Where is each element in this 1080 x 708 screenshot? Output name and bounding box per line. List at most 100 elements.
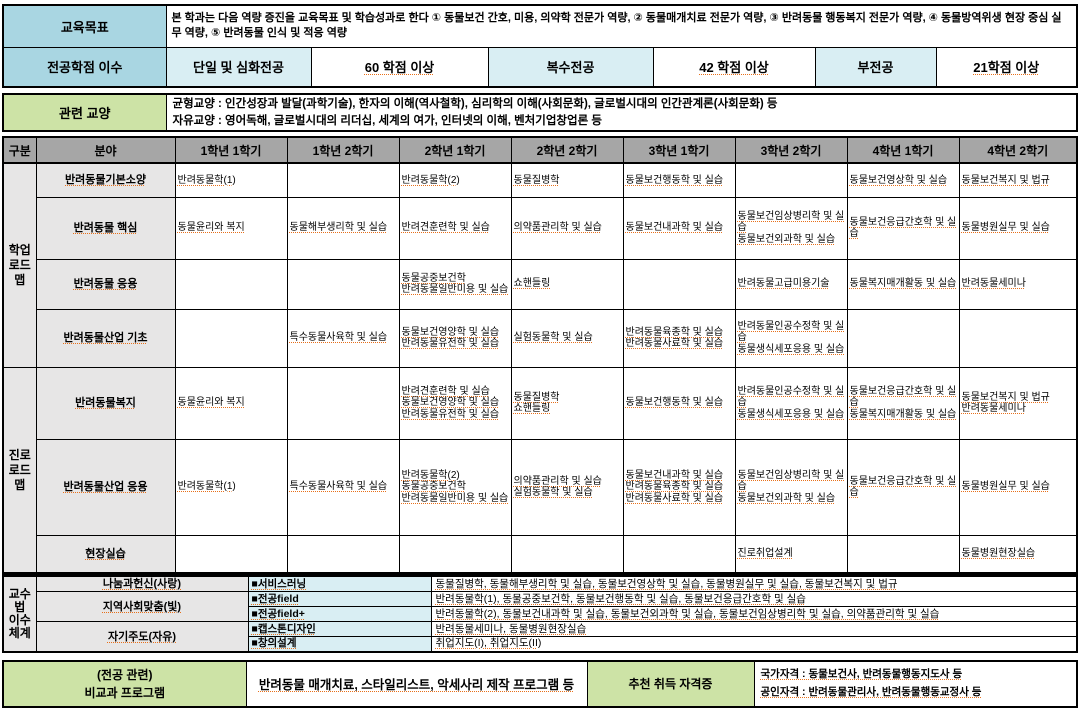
- course-cell: 실험동물학 및 실습: [510, 308, 624, 368]
- course-cell: [398, 534, 512, 574]
- course-cell: 특수동물사육학 및 실습: [286, 438, 400, 536]
- header-cell: 2학년 2학기: [510, 136, 624, 165]
- course-cell: 동물보건응급간호학 및 실습: [846, 196, 960, 260]
- course-cell: 동물해부생리학 및 실습: [286, 196, 400, 260]
- course: 동물질병학: [513, 391, 560, 403]
- course: 동물생식세포응용 및 실습: [737, 344, 845, 356]
- course-cell: 동물병원현장실습: [958, 534, 1078, 574]
- goals-credits-table: 교육목표 본 학과는 다음 역량 증진을 교육목표 및 학습성과로 한다 ① 동…: [2, 4, 1078, 88]
- pedagogy-row: 지역사회맞춤(빛) ■전공field 반려동물학(1), 동물공중보건학, 동물보건…: [3, 591, 1078, 623]
- course: 동물보건내과학 및 실습: [625, 222, 724, 234]
- pedagogy-row: ■전공field+ 반려동물학(2), 동물보건내과학 및 실습, 동물보건외과학…: [3, 606, 1078, 623]
- pedagogy-courses: 반려동물학(1), 동물공중보건학, 동물보건행동학 및 실습, 동물보건응급간…: [430, 591, 1078, 608]
- course: 동물보건임상병리학 및 실습: [737, 469, 845, 493]
- course-cell: 동물질병학: [510, 162, 624, 198]
- course: 동물보건복지 및 법규: [961, 391, 1050, 403]
- course-cell: 동물보건복지 및 법규 반려동물세미나: [958, 366, 1078, 440]
- area-label: 반려동물기본소양: [35, 162, 176, 198]
- course: 반려동물육종학 및 실습: [625, 481, 724, 493]
- course: 동물보건행동학 및 실습: [625, 397, 724, 409]
- course: 반려견훈련학 및 실습: [401, 385, 490, 397]
- course-cell: 반려견훈련학 및 실습 동물보건영양학 및 실습 반려동물유전학 및 실습: [398, 366, 512, 440]
- course-cell: [286, 534, 400, 574]
- area-label-text: 반려동물산업 기초: [63, 331, 148, 344]
- credit-type: 부전공: [814, 46, 937, 88]
- course-cell: 반려견훈련학 및 실습: [398, 196, 512, 260]
- course: 동물병원실무 및 실습: [961, 481, 1050, 493]
- pedagogy-category-text: 지역사회맞춤(빛): [102, 600, 182, 613]
- curriculum-table: 구분 분야 1학년 1학기 1학년 2학기 2학년 1학기 2학년 2학기 3학년 1학기 3…: [2, 136, 1078, 575]
- pedagogy-courses: 동물질병학, 동물해부생리학 및 실습, 동물보건영상학 및 실습, 동물병원실…: [430, 575, 1078, 593]
- pedagogy-track-text: ■캡스톤디자인: [251, 622, 316, 635]
- course: 동물병원실무 및 실습: [961, 222, 1050, 234]
- area-label: 반려동물복지: [35, 366, 176, 440]
- area-label-text: 반려동물복지: [75, 396, 136, 409]
- course-cell: [622, 534, 736, 574]
- credit-value-text: 21학점 이상: [973, 60, 1040, 76]
- pedagogy-category-label: 나눔과헌신(사랑): [35, 575, 249, 593]
- course-cell: 반려동물고급미용기술: [734, 258, 848, 310]
- course: 동물보건영양학 및 실습: [401, 397, 500, 409]
- header-cell: 4학년 2학기: [958, 136, 1078, 165]
- cert-text: 국가자격 : 동물보건사, 반려동물행동지도사 등 공인자격 : 반려동물관리사…: [753, 660, 1078, 708]
- area-label: 반려동물 응용: [35, 258, 176, 310]
- course-cell: 동물윤리와 복지: [174, 366, 288, 440]
- course: 동물보건내과학 및 실습: [625, 469, 724, 481]
- course-cell: [622, 258, 736, 310]
- course-cell: 동물보건내과학 및 실습: [622, 196, 736, 260]
- course-cell: 특수동물사육학 및 실습: [286, 308, 400, 368]
- course-cell: [174, 258, 288, 310]
- course: 반려동물일반미용 및 실습: [401, 284, 509, 296]
- course: 동물병원현장실습: [961, 548, 1036, 560]
- course-cell: 쇼핸들링: [510, 258, 624, 310]
- course-cell: [174, 534, 288, 574]
- pedagogy-track-label: ■전공field+: [247, 606, 432, 623]
- credit-value-text: 42 학점 이상: [699, 60, 769, 76]
- pedagogy-courses-text: 반려동물세미나, 동물병원현장실습: [435, 622, 587, 635]
- header-cell: 분야: [35, 136, 176, 165]
- group-label: 학업 로드맵: [2, 162, 37, 368]
- course-cell: [286, 258, 400, 310]
- course-cell: 동물보건영상학 및 실습: [846, 162, 960, 198]
- course-cell: 의약품관리학 및 실습: [510, 196, 624, 260]
- pedagogy-track-text: ■창의설계: [251, 637, 297, 650]
- credit-type: 복수전공: [487, 46, 654, 88]
- course: 반려동물세미나: [961, 403, 1026, 415]
- area-label-text: 반려동물기본소양: [65, 174, 146, 186]
- course: 반려동물학(1): [177, 481, 236, 493]
- extracurricular-table: (전공 관련) 비교과 프로그램 반려동물 매개치료, 스타일리스트, 악세사리…: [2, 659, 1078, 708]
- curriculum-row: 현장실습 진로취업설계 동물병원현장실습: [3, 534, 1078, 574]
- course-cell: 동물윤리와 복지: [174, 196, 288, 260]
- curriculum-row: 반려동물 핵심 동물윤리와 복지 동물해부생리학 및 실습 반려견훈련학 및 실습 의약…: [3, 196, 1078, 260]
- course-cell: 동물보건행동학 및 실습: [622, 366, 736, 440]
- goal-row: 교육목표 본 학과는 다음 역량 증진을 교육목표 및 학습성과로 한다 ① 동…: [2, 4, 1078, 48]
- liberal-line-2: 자유교양 : 영어독해, 글로벌시대의 리더십, 세계의 여가, 인터넷의 이해…: [172, 114, 602, 127]
- course-cell: 동물보건임상병리학 및 실습 동물보건외과학 및 실습: [734, 196, 848, 260]
- pedagogy-table: 교수법 이수 체계 나눔과헌신(사랑) ■서비스러닝 동물질병학, 동물해부생리학 및 실…: [2, 574, 1078, 653]
- course: 동물보건영양학 및 실습: [401, 326, 500, 338]
- header-cell: 1학년 2학기: [286, 136, 400, 165]
- pedagogy-track-text: ■전공field: [251, 592, 299, 605]
- course: 동물보건임상병리학 및 실습: [737, 210, 845, 234]
- pedagogy-track-text: ■전공field+: [251, 607, 305, 620]
- course-cell: 동물병원실무 및 실습: [958, 438, 1078, 536]
- credit-value: 21학점 이상: [935, 46, 1078, 88]
- header-cell: 구분: [2, 136, 37, 165]
- curriculum-row: 학업 로드맵 반려동물기본소양 반려동물학(1) 반려동물학(2) 동물질병학 동물보건행동…: [2, 162, 1078, 368]
- goal-text: 본 학과는 다음 역량 증진을 교육목표 및 학습성과로 한다 ① 동물보건 간…: [165, 4, 1078, 48]
- curriculum-row: 진로 로드맵 반려동물복지 동물윤리와 복지 반려견훈련학 및 실습 동물보건영양학 및 …: [2, 366, 1078, 574]
- course: 반려동물학(2): [401, 174, 460, 186]
- pedagogy-category-text: 나눔과헌신(사랑): [102, 578, 182, 591]
- course: 쇼핸들링: [513, 403, 551, 415]
- pedagogy-track-text: ■서비스러닝: [251, 577, 307, 590]
- course: 동물보건행동학 및 실습: [625, 174, 724, 186]
- course-cell: 동물보건임상병리학 및 실습 동물보건외과학 및 실습: [734, 438, 848, 536]
- course-cell: [286, 162, 400, 198]
- pedagogy-track-label: ■창의설계: [247, 636, 432, 653]
- cert-line-1: 국가자격 : 동물보건사, 반려동물행동지도사 등: [760, 668, 963, 681]
- pedagogy-category-text: 자기주도(자유): [107, 630, 177, 643]
- course: 반려동물유전학 및 실습: [401, 409, 500, 421]
- pedagogy-category-label: 지역사회맞춤(빛): [35, 591, 249, 623]
- course-cell: 반려동물학(2): [398, 162, 512, 198]
